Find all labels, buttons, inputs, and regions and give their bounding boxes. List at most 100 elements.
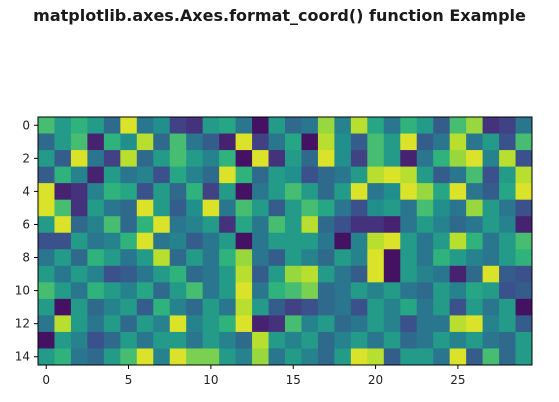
heatmap-cell — [499, 150, 517, 168]
heatmap-cell — [466, 166, 484, 184]
heatmap-cell — [515, 166, 533, 184]
heatmap-cell — [515, 183, 533, 201]
heatmap-cell — [252, 282, 270, 300]
heatmap-cell — [383, 348, 401, 366]
heatmap-cell — [416, 249, 434, 267]
heatmap-cell — [54, 133, 72, 151]
heatmap-cell — [367, 133, 385, 151]
heatmap-cell — [87, 133, 105, 151]
heatmap-cell — [515, 232, 533, 250]
heatmap-cell — [202, 117, 220, 135]
heatmap-cell — [235, 216, 253, 234]
heatmap-cell — [202, 298, 220, 316]
heatmap-cell — [54, 249, 72, 267]
heatmap-cell — [38, 150, 55, 168]
heatmap-cell — [120, 282, 138, 300]
heatmap-cell — [416, 282, 434, 300]
heatmap-cell — [70, 348, 88, 366]
heatmap-cell — [466, 232, 484, 250]
heatmap-cell — [317, 117, 335, 135]
heatmap-cell — [515, 331, 533, 349]
heatmap-cell — [301, 282, 319, 300]
heatmap-cell — [482, 282, 500, 300]
heatmap-cell — [383, 117, 401, 135]
heatmap-cell — [202, 183, 220, 201]
heatmap-cell — [103, 331, 121, 349]
heatmap-cell — [186, 133, 204, 151]
heatmap-cell — [334, 117, 352, 135]
heatmap-cell — [136, 117, 154, 135]
heatmap-cell — [186, 199, 204, 217]
heatmap-cell — [219, 331, 237, 349]
x-tick-label: 5 — [125, 373, 133, 387]
heatmap-cell — [334, 282, 352, 300]
heatmap-cell — [136, 282, 154, 300]
heatmap-cell — [219, 348, 237, 366]
heatmap-cell — [416, 331, 434, 349]
heatmap-cell — [482, 133, 500, 151]
heatmap-cell — [433, 282, 451, 300]
heatmap-cell — [103, 150, 121, 168]
heatmap-cell — [301, 117, 319, 135]
heatmap-cell — [202, 216, 220, 234]
heatmap-cell — [416, 315, 434, 333]
heatmap-cell — [301, 232, 319, 250]
heatmap-cell — [515, 282, 533, 300]
heatmap-cell — [186, 282, 204, 300]
heatmap-cell — [449, 216, 467, 234]
heatmap-cell — [482, 117, 500, 135]
heatmap-cell — [367, 249, 385, 267]
heatmap-cell — [350, 117, 368, 135]
heatmap-cell — [433, 216, 451, 234]
heatmap-cell — [252, 117, 270, 135]
heatmap-cell — [70, 249, 88, 267]
heatmap-cell — [433, 265, 451, 283]
heatmap-cell — [383, 282, 401, 300]
heatmap-cell — [268, 183, 286, 201]
heatmap-cell — [317, 199, 335, 217]
heatmap-cell — [367, 216, 385, 234]
heatmap-cell — [466, 199, 484, 217]
heatmap-cell — [70, 232, 88, 250]
heatmap-cell — [70, 166, 88, 184]
heatmap-cell — [103, 183, 121, 201]
heatmap-cell — [252, 331, 270, 349]
heatmap-cell — [301, 216, 319, 234]
heatmap-cell — [103, 282, 121, 300]
heatmap-cell — [169, 216, 187, 234]
heatmap-cell — [433, 166, 451, 184]
heatmap-cell — [38, 315, 55, 333]
heatmap-cell — [54, 150, 72, 168]
heatmap-cell — [169, 117, 187, 135]
heatmap-cell — [136, 232, 154, 250]
heatmap-cell — [317, 348, 335, 366]
x-tick-label: 20 — [368, 373, 383, 387]
heatmap-cell — [499, 166, 517, 184]
heatmap-cell — [449, 232, 467, 250]
heatmap-cell — [400, 282, 418, 300]
heatmap-cell — [400, 216, 418, 234]
heatmap-cell — [153, 216, 171, 234]
heatmap-cell — [268, 282, 286, 300]
heatmap-cell — [466, 348, 484, 366]
heatmap-cell — [153, 232, 171, 250]
heatmap-cell — [367, 298, 385, 316]
heatmap-cell — [400, 348, 418, 366]
heatmap-cell — [367, 282, 385, 300]
y-tick-label: 4 — [22, 184, 30, 198]
heatmap-cell — [153, 249, 171, 267]
heatmap-cell — [169, 133, 187, 151]
heatmap-cell — [153, 117, 171, 135]
heatmap-cell — [499, 315, 517, 333]
heatmap-cell — [482, 348, 500, 366]
heatmap-cell — [169, 150, 187, 168]
heatmap-cell — [54, 348, 72, 366]
heatmap-cell — [120, 331, 138, 349]
heatmap-cell — [202, 315, 220, 333]
heatmap-cell — [219, 265, 237, 283]
heatmap-cell — [515, 315, 533, 333]
x-axis: 0 5 10 15 20 25 — [42, 365, 466, 387]
heatmap-cell — [38, 249, 55, 267]
heatmap-cell — [38, 166, 55, 184]
heatmap-cell — [466, 331, 484, 349]
